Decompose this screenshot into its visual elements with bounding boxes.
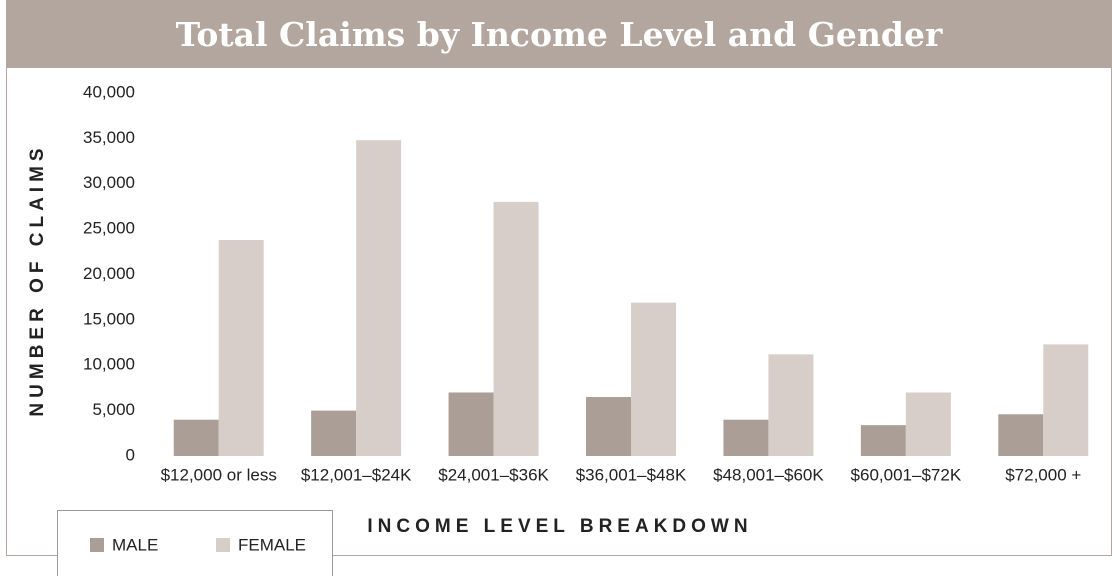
- chart-title: Total Claims by Income Level and Gender: [176, 15, 943, 54]
- y-tick-label: 5,000: [92, 400, 135, 419]
- x-tick-label: $24,001–$36K: [438, 465, 549, 484]
- legend-label: FEMALE: [238, 535, 306, 554]
- bar: [905, 392, 951, 456]
- title-bar: [6, 0, 1112, 68]
- bar: [1043, 344, 1089, 456]
- bar: [448, 392, 494, 456]
- bar: [998, 414, 1044, 456]
- bar: [356, 140, 402, 456]
- bar: [631, 302, 676, 456]
- x-tick-label: $12,000 or less: [161, 465, 277, 484]
- y-tick-label: 0: [126, 445, 135, 464]
- x-tick-label: $48,001–$60K: [713, 465, 824, 484]
- y-tick-label: 15,000: [83, 309, 135, 328]
- bar: [311, 410, 357, 456]
- y-tick-label: 30,000: [83, 173, 135, 192]
- x-tick-label: $72,000 +: [1005, 465, 1081, 484]
- y-tick-label: 40,000: [83, 82, 135, 101]
- bar: [493, 201, 539, 456]
- x-tick-label: $60,001–$72K: [851, 465, 962, 484]
- y-tick-label: 35,000: [83, 128, 135, 147]
- x-tick-label: $12,001–$24K: [301, 465, 412, 484]
- y-tick-label: 10,000: [83, 355, 135, 374]
- x-tick-label: $36,001–$48K: [576, 465, 687, 484]
- legend-label: MALE: [112, 535, 158, 554]
- y-axis-label: NUMBER OF CLAIMS: [27, 143, 48, 416]
- bar: [173, 419, 219, 456]
- legend-swatch: [90, 538, 104, 552]
- legend-swatch: [216, 538, 230, 552]
- bar: [586, 397, 631, 456]
- x-axis-label: INCOME LEVEL BREAKDOWN: [367, 516, 752, 537]
- bar: [218, 240, 264, 456]
- bar: [768, 354, 814, 456]
- y-tick-label: 20,000: [83, 264, 135, 283]
- bar: [860, 425, 906, 456]
- y-tick-label: 25,000: [83, 219, 135, 238]
- bar: [723, 419, 769, 456]
